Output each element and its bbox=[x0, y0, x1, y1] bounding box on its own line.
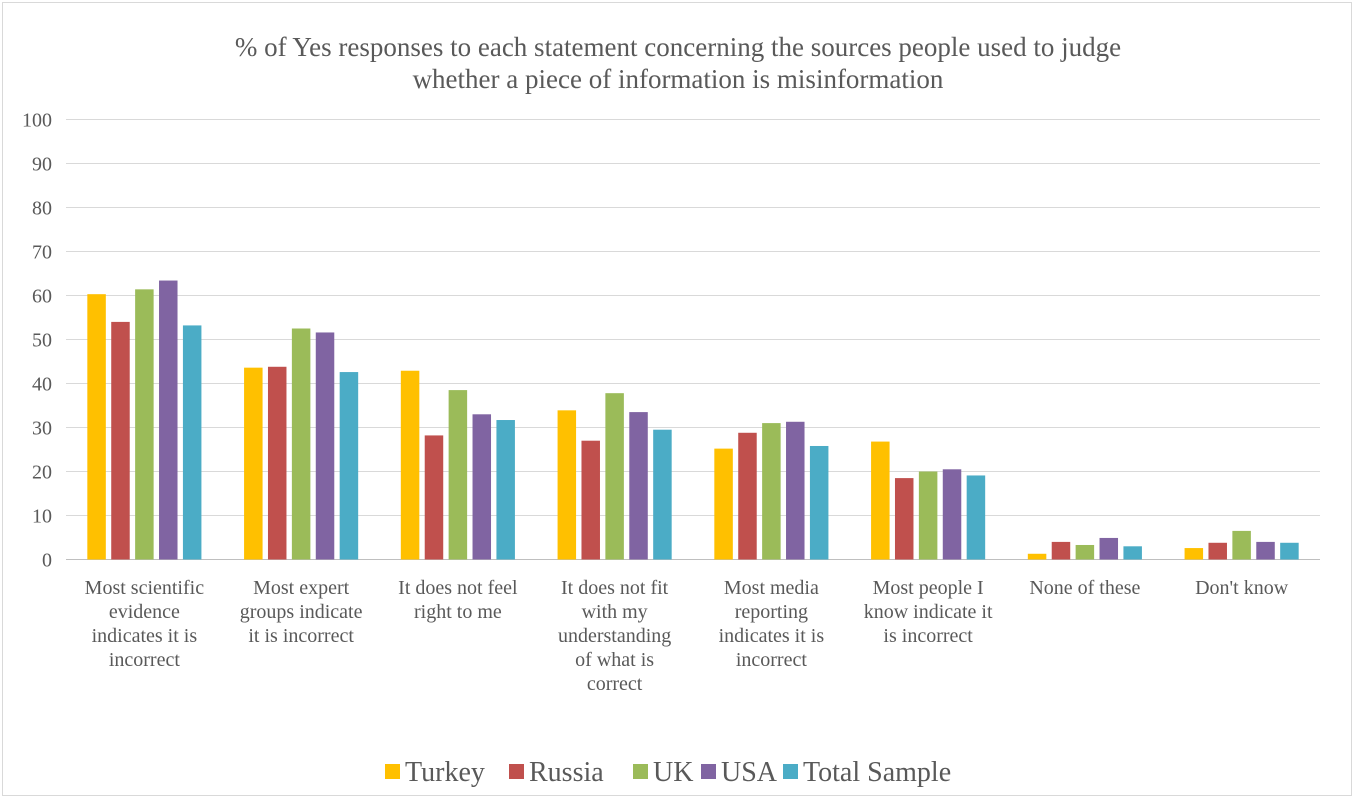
bar-usa bbox=[1099, 537, 1119, 560]
bar-uk bbox=[1075, 544, 1095, 560]
x-category-label: reporting bbox=[735, 601, 808, 623]
bar-total-sample bbox=[966, 475, 986, 560]
x-category-label: of what is bbox=[575, 649, 654, 671]
x-category-label: it is incorrect bbox=[248, 625, 354, 647]
legend: Turkey Russia UK USA Total Sample bbox=[385, 757, 951, 788]
bar-total-sample bbox=[182, 325, 202, 560]
x-category-label: Don't know bbox=[1195, 577, 1289, 599]
bar-russia bbox=[267, 366, 287, 560]
x-category-label: incorrect bbox=[736, 649, 808, 671]
legend-swatch-total-sample bbox=[783, 764, 798, 779]
x-category-label: groups indicate bbox=[240, 601, 363, 623]
y-tick-label: 60 bbox=[32, 286, 52, 308]
chart-title: % of Yes responses to each statement con… bbox=[235, 32, 1121, 94]
x-category-label: Most scientific bbox=[85, 577, 205, 599]
x-category-label: understanding bbox=[558, 625, 671, 647]
y-tick-label: 80 bbox=[32, 198, 52, 220]
bar-total-sample bbox=[1280, 542, 1299, 560]
bar-russia bbox=[894, 478, 914, 560]
bar-uk bbox=[448, 390, 468, 560]
bar-usa bbox=[472, 414, 492, 560]
bar-turkey bbox=[871, 441, 890, 560]
legend-label: Russia bbox=[529, 757, 604, 788]
bar-usa bbox=[786, 421, 805, 560]
legend-swatch-turkey bbox=[385, 764, 400, 779]
y-tick-label: 70 bbox=[32, 242, 52, 264]
x-category-label: is incorrect bbox=[883, 625, 973, 647]
bar-turkey bbox=[557, 410, 577, 560]
x-category-label: know indicate it bbox=[864, 601, 993, 623]
y-tick-label: 30 bbox=[32, 418, 52, 440]
bar-total-sample bbox=[809, 445, 829, 560]
x-category-label: indicates it is bbox=[92, 625, 198, 647]
y-tick-label: 90 bbox=[32, 154, 52, 176]
bars bbox=[87, 280, 1299, 560]
y-tick-label: 20 bbox=[32, 462, 52, 484]
x-category-label: It does not feel bbox=[398, 577, 518, 599]
legend-label: UK bbox=[653, 757, 693, 788]
bar-turkey bbox=[400, 370, 420, 560]
x-category-label: Most media bbox=[724, 577, 819, 599]
bar-turkey bbox=[1184, 548, 1204, 560]
legend-label: Total Sample bbox=[803, 757, 951, 788]
bar-russia bbox=[111, 321, 130, 560]
x-category-label: incorrect bbox=[109, 649, 181, 671]
bar-turkey bbox=[87, 294, 106, 560]
x-category-label: indicates it is bbox=[719, 625, 825, 647]
bar-uk bbox=[1232, 530, 1251, 560]
bar-uk bbox=[135, 289, 154, 560]
bar-usa bbox=[159, 280, 178, 560]
legend-swatch-usa bbox=[701, 764, 716, 779]
bar-total-sample bbox=[339, 372, 359, 560]
y-tick-label: 0 bbox=[42, 550, 52, 572]
y-tick-label: 40 bbox=[32, 374, 52, 396]
chart-title-line: % of Yes responses to each statement con… bbox=[235, 32, 1121, 62]
bar-usa bbox=[1256, 541, 1275, 560]
bar-russia bbox=[1208, 542, 1227, 560]
legend-label: Turkey bbox=[405, 757, 485, 788]
bar-uk bbox=[605, 393, 624, 560]
y-axis-ticks: 0 10 20 30 40 50 60 70 80 90 100 bbox=[22, 110, 52, 572]
x-category-label: evidence bbox=[109, 601, 180, 623]
bar-turkey bbox=[714, 448, 733, 560]
bar-turkey bbox=[1027, 553, 1047, 560]
bar-russia bbox=[738, 432, 757, 560]
bar-russia bbox=[1051, 541, 1071, 560]
chart-title-line: whether a piece of information is misinf… bbox=[413, 64, 944, 94]
bar-uk bbox=[762, 423, 781, 560]
y-tick-label: 10 bbox=[32, 506, 52, 528]
y-tick-label: 50 bbox=[32, 330, 52, 352]
x-category-label: None of these bbox=[1029, 577, 1140, 599]
bar-uk bbox=[291, 328, 311, 560]
bar-usa bbox=[315, 332, 335, 560]
x-category-label: It does not fit bbox=[561, 577, 669, 599]
bar-usa bbox=[942, 469, 962, 560]
bar-total-sample bbox=[653, 429, 672, 560]
legend-swatch-uk bbox=[633, 764, 648, 779]
bar-uk bbox=[918, 471, 938, 560]
bar-russia bbox=[581, 440, 600, 560]
x-category-label: Most expert bbox=[253, 577, 350, 599]
bar-turkey bbox=[244, 367, 263, 560]
bar-russia bbox=[424, 435, 444, 560]
bar-usa bbox=[629, 412, 648, 560]
bar-total-sample bbox=[1123, 546, 1142, 560]
legend-swatch-russia bbox=[509, 764, 524, 779]
legend-label: USA bbox=[721, 757, 778, 788]
y-tick-label: 100 bbox=[22, 110, 52, 132]
x-category-label: correct bbox=[587, 673, 643, 695]
x-category-label: right to me bbox=[414, 601, 502, 623]
x-category-label: Most people I bbox=[873, 577, 984, 599]
bar-total-sample bbox=[496, 420, 515, 560]
x-category-label: with my bbox=[582, 601, 648, 623]
